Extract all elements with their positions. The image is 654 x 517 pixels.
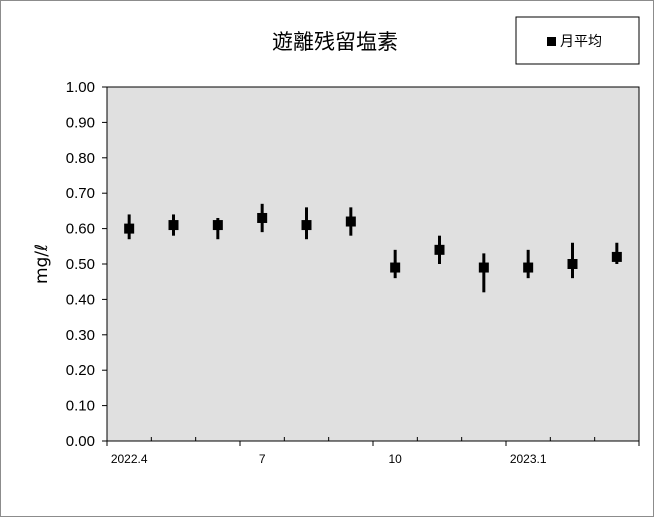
data-point — [301, 220, 312, 231]
y-axis-label: mg/ℓ — [32, 244, 52, 284]
data-point — [478, 262, 489, 273]
legend-label: 月平均 — [560, 34, 602, 50]
y-tick-label: 0.80 — [66, 150, 95, 167]
data-point — [168, 220, 179, 231]
data-point — [611, 251, 622, 262]
plot-area — [106, 86, 640, 442]
x-tick-label: 7 — [259, 452, 266, 466]
legend-box — [515, 16, 640, 65]
data-point — [345, 216, 356, 227]
x-tick-label: 2023.1 — [510, 452, 547, 466]
y-tick-label: 0.50 — [66, 256, 95, 273]
chart-title: 遊離残留塩素 — [272, 30, 398, 54]
legend-marker — [547, 37, 556, 46]
legend: 月平均 — [515, 16, 640, 65]
x-axis: 2022.4 7 10 2023.1 — [106, 437, 640, 466]
y-axis: 0.00 0.10 0.20 0.30 0.40 0.50 0.60 0.70 0.80 0.90… — [66, 79, 107, 450]
y-tick-label: 0.90 — [66, 114, 95, 131]
data-point — [212, 220, 223, 231]
y-tick-label: 0.40 — [66, 291, 95, 308]
y-tick-label: 0.60 — [66, 221, 95, 238]
y-tick-label: 0.70 — [66, 185, 95, 202]
data-series — [124, 203, 622, 293]
data-point — [434, 244, 445, 255]
y-tick-label: 0.00 — [66, 433, 95, 450]
y-tick-label: 0.10 — [66, 398, 95, 415]
y-tick-label: 0.30 — [66, 327, 95, 344]
data-point — [567, 259, 578, 269]
x-tick-label: 10 — [388, 452, 402, 466]
data-point — [124, 223, 135, 234]
data-point — [523, 262, 534, 273]
y-tick-label: 0.20 — [66, 362, 95, 379]
data-point — [390, 262, 401, 273]
x-tick-label: 2022.4 — [111, 452, 148, 466]
data-point — [257, 212, 268, 223]
y-tick-label: 1.00 — [66, 79, 95, 96]
